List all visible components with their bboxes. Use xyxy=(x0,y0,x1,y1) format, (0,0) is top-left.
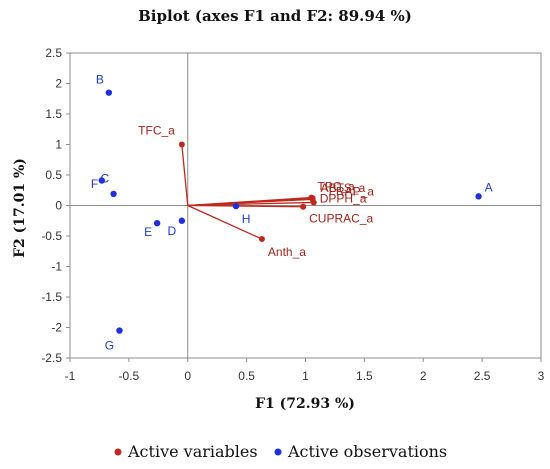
x-tick-label: 2.5 xyxy=(474,369,491,383)
variable-label-anth-a: Anth_a xyxy=(268,245,306,259)
y-tick-label: 2 xyxy=(55,77,62,91)
observation-point-e xyxy=(153,219,161,227)
variable-label-tpc-a: TPC_a xyxy=(317,180,355,194)
vector-tfc-a xyxy=(181,144,189,206)
observation-label-d: D xyxy=(168,224,177,238)
y-tick-label: -2 xyxy=(51,321,62,335)
y-tick-label: 0 xyxy=(55,199,62,213)
x-tick-label: 0 xyxy=(184,369,191,383)
observation-label-f: F xyxy=(91,177,98,191)
y-tick-label: 1.5 xyxy=(45,107,62,121)
observation-point-c xyxy=(98,177,105,184)
y-tick-label: -1.5 xyxy=(41,290,62,304)
y-tick-label: 1 xyxy=(55,138,62,152)
x-tick-label: -0.5 xyxy=(119,369,140,383)
observation-label-g: G xyxy=(105,339,114,353)
vector-cuprac-a xyxy=(187,204,304,208)
observation-label-c: C xyxy=(100,171,109,185)
vector-anth-a xyxy=(187,204,263,240)
x-tick-label: 1.5 xyxy=(356,369,373,383)
x-axis-title: F1 (72.93 %) xyxy=(255,396,355,412)
observation-point-b xyxy=(105,89,113,96)
observation-point-a xyxy=(475,193,482,200)
observation-points: A B CF D E G H xyxy=(91,73,493,353)
y-tick-labels: -2.5 -2 -1.5 -1 -0.5 0 0.5 1 1.5 2 2.5 xyxy=(41,46,70,365)
variable-point-dpph-a xyxy=(310,199,317,206)
observation-point-h xyxy=(232,202,240,210)
observation-label-b: B xyxy=(96,73,104,87)
observation-point-d xyxy=(178,217,186,224)
chart-title: Biplot (axes F1 and F2: 89.94 %) xyxy=(138,7,412,25)
variable-point-tfc-a xyxy=(178,141,185,148)
x-tick-label: 1 xyxy=(302,369,309,383)
observation-point-g xyxy=(116,327,123,334)
x-tick-label: 0.5 xyxy=(238,369,255,383)
x-tick-label: 2 xyxy=(420,369,427,383)
observation-point-f xyxy=(110,190,117,198)
observation-label-a: A xyxy=(485,180,493,194)
vector-dpph-a xyxy=(187,201,314,207)
variable-label-abts-a: ABTS_a xyxy=(321,181,366,195)
y-tick-label: 2.5 xyxy=(45,46,62,60)
variable-point-cuprac-a xyxy=(300,203,307,210)
legend-label-active-observations: Active observations xyxy=(287,442,447,461)
y-tick-label: -1 xyxy=(51,260,62,274)
y-tick-label: -2.5 xyxy=(41,351,62,365)
observation-label-h: H xyxy=(242,212,251,226)
variable-point-anth-a xyxy=(258,236,265,243)
variable-label-cuprac-a: CUPRAC_a xyxy=(309,212,373,226)
variable-label-tfc-a: TFC_a xyxy=(138,124,175,138)
y-tick-label: -0.5 xyxy=(41,229,62,243)
observation-label-e: E xyxy=(144,225,152,239)
legend-marker-active-observations xyxy=(274,448,282,456)
legend-marker-active-variables xyxy=(114,448,122,456)
y-tick-label: 0.5 xyxy=(45,168,62,182)
variable-label-frap-a: FRAP_a xyxy=(329,184,375,198)
x-tick-labels: -1 -0.5 0 0.5 1 1.5 2 2.5 3 xyxy=(65,358,545,383)
variable-label-dpph-a: DPPH_a xyxy=(320,191,367,205)
x-tick-label: 3 xyxy=(538,369,545,383)
legend-label-active-variables: Active variables xyxy=(127,442,258,461)
y-axis-title: F2 (17.01 %) xyxy=(12,158,28,258)
legend: Active variables Active observations xyxy=(114,442,447,461)
x-tick-label: -1 xyxy=(65,369,76,383)
